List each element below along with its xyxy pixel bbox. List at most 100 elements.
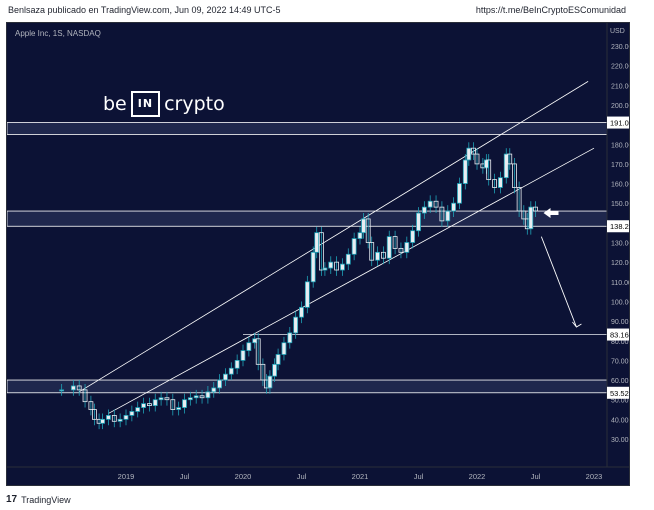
- candle-body: [293, 316, 299, 334]
- x-tick-label: 2022: [469, 472, 486, 481]
- candle-body: [223, 373, 228, 381]
- price-label: 191.04: [610, 119, 629, 128]
- y-tick-label: 80.00: [611, 339, 629, 346]
- candle-body: [310, 251, 316, 283]
- y-tick-label: 200.00: [611, 103, 629, 110]
- projection-arrow-head: [572, 321, 582, 328]
- candle-body: [205, 391, 211, 399]
- y-tick-label: 220.00: [611, 64, 629, 71]
- projection-arrow-line: [540, 236, 577, 328]
- candle-body: [380, 251, 386, 259]
- candle-body: [497, 177, 503, 188]
- y-tick-label: 30.00: [611, 437, 629, 444]
- candle-body: [246, 342, 252, 351]
- candle-body: [457, 183, 462, 204]
- zone-1: [7, 210, 608, 227]
- candle-body: [135, 407, 141, 412]
- y-tick-label: 150.00: [611, 201, 629, 208]
- candle-body: [340, 263, 345, 271]
- y-tick-label: 40.00: [611, 417, 629, 424]
- y-tick-label: 170.00: [611, 162, 629, 169]
- candle-body: [322, 267, 328, 271]
- candle-body: [375, 251, 380, 261]
- candle-body: [503, 153, 509, 179]
- publisher-info: Benlsaza publicado en TradingView.com, J…: [8, 5, 281, 15]
- candle-body: [255, 338, 261, 365]
- y-tick-label: 110.00: [611, 280, 629, 287]
- x-tick-label: Jul: [180, 472, 190, 481]
- candle-body: [252, 338, 258, 344]
- candle-body: [474, 153, 480, 165]
- candle-body: [275, 354, 281, 365]
- x-tick-label: Jul: [531, 472, 541, 481]
- candle-body: [433, 200, 439, 208]
- candle-body: [193, 395, 199, 399]
- brand-text-left: be: [103, 93, 127, 115]
- candle-body: [445, 210, 451, 222]
- price-label: 138.27: [610, 222, 629, 231]
- candle-body: [351, 238, 357, 255]
- y-tick-label: 120.00: [611, 260, 629, 267]
- price-label-box: [607, 220, 629, 233]
- y-tick-label: 180.00: [611, 142, 629, 149]
- candle-body: [82, 389, 88, 403]
- price-label: 83.16: [610, 331, 629, 340]
- candle-body: [361, 218, 366, 234]
- top-bar: Benlsaza publicado en TradingView.com, J…: [0, 0, 654, 20]
- brand-logo: be IN crypto: [103, 91, 225, 117]
- candle-body: [466, 147, 472, 161]
- chart-panel[interactable]: Apple Inc, 1S, NASDAQ be IN crypto USD 30…: [6, 22, 630, 486]
- candle-body: [486, 159, 492, 181]
- candle-body: [507, 153, 513, 165]
- candle-body: [462, 159, 468, 184]
- currency-label: USD: [610, 28, 625, 35]
- candle-body: [152, 399, 158, 406]
- candle-body: [357, 232, 363, 239]
- candle-body: [228, 367, 234, 375]
- candle-body: [267, 375, 273, 389]
- candle-body: [123, 415, 129, 420]
- y-tick-label: 230.00: [611, 44, 629, 51]
- footer: 17 TradingView: [6, 494, 71, 505]
- candle-body: [158, 397, 164, 401]
- candle-body: [334, 261, 340, 271]
- candle-body: [439, 206, 445, 222]
- candle-body: [170, 399, 176, 410]
- candle-body: [76, 385, 82, 391]
- x-tick-label: Jul: [297, 472, 307, 481]
- candle-body: [512, 163, 517, 188]
- candle-body: [516, 187, 522, 212]
- tradingview-wordmark: TradingView: [21, 494, 71, 505]
- brand-box: IN: [130, 91, 161, 117]
- candle-body: [70, 385, 76, 391]
- candle-body: [404, 242, 410, 253]
- candle-body: [281, 342, 287, 355]
- y-tick-label: 60.00: [611, 378, 629, 385]
- community-link[interactable]: https://t.me/BeInCryptoESComunidad: [475, 5, 626, 15]
- candle-body: [451, 202, 457, 212]
- price-chart[interactable]: USD 30.00 40.00 50.00 60.00 70.00 80.00 90.00 10…: [7, 23, 629, 485]
- candle-body: [92, 409, 97, 420]
- y-tick-label: 100.00: [611, 299, 629, 306]
- candle-body: [328, 261, 334, 269]
- symbol-label: Apple Inc, 1S, NASDAQ: [15, 29, 101, 38]
- candle-body: [471, 147, 476, 155]
- candle-body: [182, 399, 187, 408]
- candle-body: [299, 306, 304, 318]
- candle-body: [427, 200, 433, 208]
- candle-body: [217, 379, 223, 389]
- candle-body: [533, 206, 538, 212]
- x-tick-label: Jul: [414, 472, 424, 481]
- candle-body: [314, 232, 320, 253]
- candle-body: [416, 212, 421, 232]
- price-label: 53.52: [610, 389, 629, 398]
- candle-body: [492, 179, 497, 188]
- candle-body: [392, 236, 398, 249]
- y-tick-label: 50.00: [611, 398, 629, 405]
- candle-body: [211, 387, 217, 393]
- zone-2: [7, 379, 608, 394]
- candle-body: [240, 350, 246, 361]
- candle-body: [146, 403, 152, 406]
- x-tick-label: 2020: [235, 472, 252, 481]
- price-label-box: [607, 386, 629, 399]
